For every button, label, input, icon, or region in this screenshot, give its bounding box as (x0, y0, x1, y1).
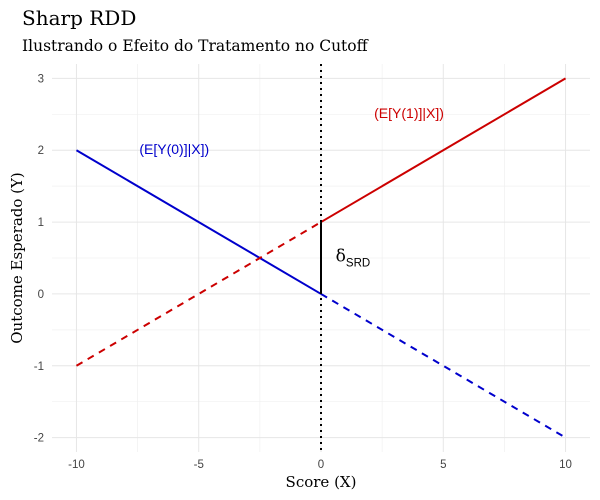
effect-label: δSRD (336, 247, 371, 270)
control-dashed-line (320, 293, 567, 439)
series-lines: δSRD (E[Y(0)]|X]) (E[Y(1)]|X]) (75, 64, 567, 452)
x-axis-label: Score (X) (286, 473, 357, 491)
treatment-dashed-line (75, 221, 322, 367)
control-solid-line (75, 149, 322, 295)
y-tick-label: 2 (38, 145, 44, 157)
control-series-label: (E[Y(0)]|X]) (139, 141, 209, 157)
x-tick-label: -5 (194, 459, 204, 471)
x-tick-label: 5 (440, 459, 446, 471)
y-tick-label: 3 (38, 73, 44, 85)
y-tick-label: -2 (34, 433, 44, 445)
treatment-solid-line (320, 77, 567, 223)
y-tick-label: 0 (38, 289, 44, 301)
y-tick-label: -1 (34, 361, 44, 373)
x-tick-label: -10 (68, 459, 85, 471)
chart-title: Sharp RDD (22, 6, 137, 30)
y-tick-label: 1 (38, 217, 44, 229)
y-axis-label: Outcome Esperado (Y) (8, 172, 26, 344)
treatment-series-label: (E[Y(1)]|X]) (374, 105, 444, 121)
chart-subtitle: Ilustrando o Efeito do Tratamento no Cut… (22, 37, 368, 55)
x-tick-label: 10 (559, 459, 572, 471)
x-tick-label: 0 (318, 459, 324, 471)
